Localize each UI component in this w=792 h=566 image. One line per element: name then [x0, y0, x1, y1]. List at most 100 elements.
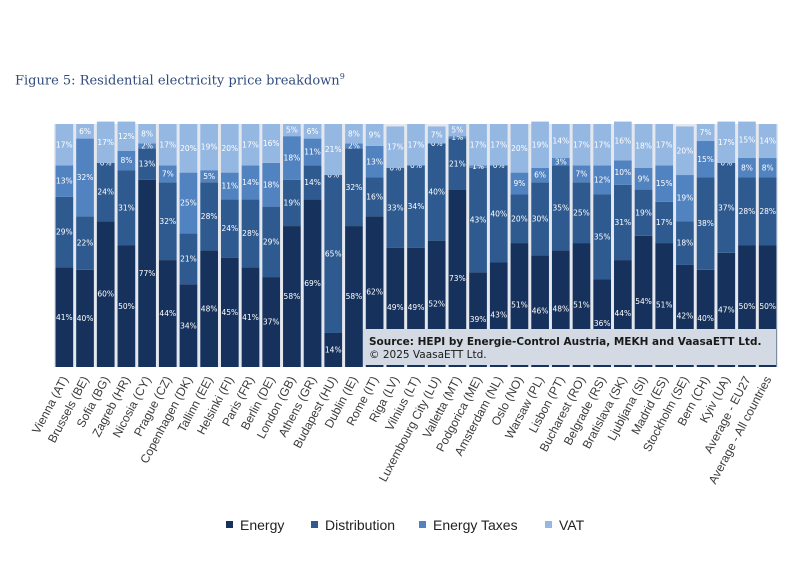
data-label-vat-lisbon-pt: 14%: [552, 137, 569, 146]
data-label-energy-paris-fr: 41%: [242, 313, 259, 322]
bar-distribution-average-eu27: [738, 177, 756, 246]
bar-energy-taxes-london-gb: [283, 136, 301, 180]
data-label-distribution-belgrade-rs: 35%: [594, 233, 611, 242]
data-label-energy-ljubljana-si: 54%: [635, 297, 652, 306]
data-label-vat-vilnius-lt: 17%: [408, 140, 425, 149]
data-label-energy-taxes-tallinn-ee: 5%: [203, 172, 215, 181]
bar-distribution-madrid-es: [655, 201, 674, 244]
data-label-vat-sofia-bg: 17%: [97, 138, 114, 147]
data-label-energy-taxes-bratislava-sk: 10%: [615, 168, 632, 177]
data-label-vat-budapest-hu: 21%: [325, 145, 342, 154]
bar-vat-oslo-no: [510, 124, 529, 173]
data-label-energy-taxes-oslo-no: 9%: [513, 179, 525, 188]
data-label-energy-taxes-luxembourg-city-lu: 0%: [431, 139, 443, 148]
bar-energy-taxes-zagreb-hr: [117, 150, 136, 171]
bar-vat-bucharest-ro: [572, 124, 591, 166]
bar-distribution-luxembourg-city-lu: [427, 143, 446, 241]
legend-swatch-vat: [545, 521, 552, 528]
data-label-distribution-kyiv-ua: 37%: [718, 203, 735, 212]
data-label-distribution-berlin-de: 29%: [263, 237, 280, 246]
bar-energy-taxes-bucharest-ro: [572, 165, 591, 183]
data-label-energy-prague-cz: 44%: [159, 309, 176, 318]
source-text: Source: HEPI by Energie-Control Austria,…: [369, 336, 761, 348]
bar-distribution-dublin-ie: [345, 148, 363, 227]
bar-vat-tallinn-ee: [200, 124, 218, 171]
figure-title-text: Figure 5: Residential electricity price …: [15, 73, 340, 89]
data-label-energy-taxes-sofia-bg: 0%: [100, 158, 112, 167]
data-label-energy-taxes-average-eu27: 8%: [741, 163, 753, 172]
bar-vat-podgorica-me: [469, 124, 487, 166]
data-label-vat-ljubljana-si: 18%: [635, 141, 652, 150]
bar-distribution-belgrade-rs: [593, 194, 612, 280]
bar-energy-taxes-belgrade-rs: [593, 165, 612, 195]
data-label-distribution-stockholm-se: 18%: [677, 239, 694, 248]
bar-vat-valletta-mt: [448, 124, 467, 137]
bar-energy-copenhagen-dk: [179, 284, 198, 367]
bar-vat-dublin-ie: [345, 124, 363, 144]
data-label-vat-bratislava-sk: 16%: [615, 137, 632, 146]
bar-vat-warsaw-pl: [531, 121, 549, 168]
bar-energy-taxes-lisbon-pt: [551, 158, 570, 166]
data-label-vat-belgrade-rs: 17%: [594, 140, 611, 149]
data-label-energy-taxes-athens-gr: 11%: [304, 148, 321, 157]
data-label-vat-luxembourg-city-lu: 7%: [431, 131, 443, 140]
data-label-vat-average-all-countries: 14%: [759, 137, 776, 146]
data-label-vat-tallinn-ee: 19%: [201, 143, 218, 152]
bar-energy-taxes-oslo-no: [510, 172, 529, 195]
data-label-distribution-vienna-at: 29%: [56, 228, 73, 237]
data-label-vat-athens-gr: 6%: [307, 127, 319, 136]
data-label-distribution-copenhagen-dk: 21%: [180, 254, 197, 263]
data-label-distribution-riga-lv: 33%: [387, 203, 404, 212]
data-label-energy-taxes-dublin-ie: 2%: [348, 141, 360, 150]
bar-vat-vienna-at: [55, 124, 74, 166]
data-label-energy-rome-it: 62%: [366, 287, 383, 296]
data-label-energy-dublin-ie: 58%: [346, 292, 363, 301]
data-label-energy-warsaw-pl: 46%: [532, 307, 549, 316]
bar-vat-prague-cz: [158, 124, 177, 166]
bar-vat-riga-lv: [386, 126, 405, 168]
data-label-vat-warsaw-pl: 19%: [532, 140, 549, 149]
bar-distribution-brussels-be: [76, 216, 94, 270]
bar-vat-madrid-es: [655, 124, 674, 166]
bar-energy-paris-fr: [241, 267, 260, 367]
bar-distribution-tallinn-ee: [200, 182, 218, 251]
data-label-energy-taxes-copenhagen-dk: 25%: [180, 199, 197, 208]
data-label-energy-budapest-hu: 14%: [325, 346, 342, 355]
bar-energy-taxes-madrid-es: [655, 165, 674, 202]
bar-energy-taxes-ljubljana-si: [634, 167, 653, 190]
bar-distribution-ljubljana-si: [634, 189, 653, 236]
data-label-energy-vilnius-lt: 49%: [408, 303, 425, 312]
bar-energy-taxes-dublin-ie: [345, 143, 363, 149]
data-label-vat-brussels-be: 6%: [79, 127, 91, 136]
bar-energy-berlin-de: [262, 277, 281, 367]
bar-energy-taxes-copenhagen-dk: [179, 172, 198, 234]
data-label-energy-oslo-no: 51%: [511, 301, 528, 310]
data-label-energy-taxes-nicosia-cy: 2%: [141, 141, 153, 150]
data-label-energy-bratislava-sk: 44%: [615, 309, 632, 318]
data-label-energy-taxes-belgrade-rs: 12%: [594, 175, 611, 184]
bar-distribution-berlin-de: [262, 206, 281, 278]
bar-distribution-amsterdam-nl: [489, 165, 508, 263]
data-label-vat-podgorica-me: 17%: [470, 140, 487, 149]
data-label-distribution-zagreb-hr: 31%: [118, 203, 135, 212]
data-label-energy-athens-gr: 69%: [304, 279, 321, 288]
bar-distribution-valletta-mt: [448, 138, 467, 190]
bar-energy-brussels-be: [76, 269, 94, 367]
figure-title: Figure 5: Residential electricity price …: [15, 72, 345, 88]
bar-vat-average-eu27: [738, 121, 756, 159]
data-label-energy-taxes-budapest-hu: 0%: [327, 171, 339, 180]
bar-energy-taxes-average-all-countries: [758, 158, 777, 178]
data-label-energy-berlin-de: 37%: [263, 318, 280, 327]
data-label-distribution-london-gb: 19%: [284, 199, 301, 208]
data-label-energy-lisbon-pt: 48%: [552, 304, 569, 313]
bar-energy-valletta-mt: [448, 189, 467, 367]
bar-energy-taxes-podgorica-me: [469, 165, 487, 168]
data-label-vat-prague-cz: 17%: [159, 140, 176, 149]
bar-distribution-sofia-bg: [96, 162, 115, 222]
data-label-vat-paris-fr: 17%: [242, 140, 259, 149]
data-label-vat-bucharest-ro: 17%: [573, 140, 590, 149]
bar-energy-taxes-bratislava-sk: [614, 160, 632, 185]
data-label-energy-london-gb: 58%: [284, 292, 301, 301]
bar-vat-helsinki-fi: [220, 124, 239, 173]
bar-distribution-average-all-countries: [758, 177, 777, 246]
